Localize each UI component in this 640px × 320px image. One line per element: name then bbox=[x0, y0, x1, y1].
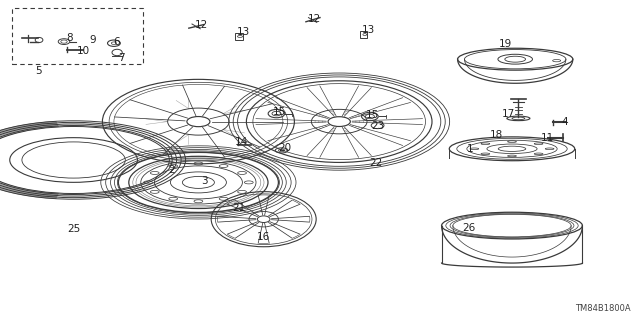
Text: 14: 14 bbox=[236, 137, 248, 148]
Text: 10: 10 bbox=[77, 46, 90, 56]
Text: 3: 3 bbox=[202, 176, 208, 186]
Bar bbox=[360, 31, 367, 38]
Text: 4: 4 bbox=[561, 117, 568, 127]
Text: 20: 20 bbox=[278, 143, 291, 154]
Text: 8: 8 bbox=[66, 33, 72, 44]
Text: 12: 12 bbox=[195, 20, 208, 30]
Text: 26: 26 bbox=[462, 223, 475, 233]
Text: 16: 16 bbox=[257, 232, 270, 243]
Text: 6: 6 bbox=[113, 37, 120, 47]
Text: 18: 18 bbox=[490, 130, 502, 140]
Text: 25: 25 bbox=[67, 224, 80, 234]
Text: 22: 22 bbox=[370, 158, 383, 168]
Text: 2: 2 bbox=[168, 165, 175, 175]
Text: 13: 13 bbox=[237, 27, 250, 37]
Text: 12: 12 bbox=[308, 14, 321, 24]
Text: 9: 9 bbox=[90, 35, 96, 45]
Text: 19: 19 bbox=[499, 39, 512, 49]
Text: 7: 7 bbox=[118, 52, 125, 63]
Text: 11: 11 bbox=[541, 133, 554, 143]
Text: 13: 13 bbox=[362, 25, 374, 36]
Text: 5: 5 bbox=[35, 66, 42, 76]
Text: 21: 21 bbox=[232, 203, 245, 213]
Text: 1: 1 bbox=[467, 144, 474, 154]
Bar bbox=[235, 33, 243, 40]
Text: 15: 15 bbox=[273, 107, 286, 117]
Text: 15: 15 bbox=[366, 110, 379, 120]
Text: 23: 23 bbox=[371, 121, 384, 131]
Text: 17: 17 bbox=[502, 108, 515, 119]
Text: TM84B1800A: TM84B1800A bbox=[575, 304, 630, 313]
